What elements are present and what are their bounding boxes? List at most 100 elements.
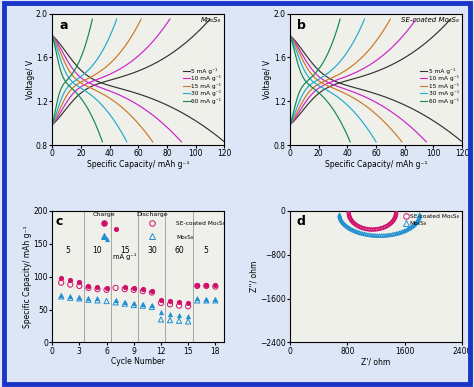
Point xyxy=(94,297,101,303)
Point xyxy=(211,282,219,288)
Point xyxy=(121,286,128,292)
Point xyxy=(184,313,192,319)
Point xyxy=(387,231,395,238)
Point xyxy=(415,215,423,221)
Point xyxy=(394,230,402,236)
Point xyxy=(175,318,183,324)
Point xyxy=(406,225,414,231)
Point xyxy=(370,226,378,233)
Point xyxy=(351,221,358,227)
Point xyxy=(376,233,383,239)
Point xyxy=(202,281,210,288)
Point xyxy=(386,221,394,227)
Point xyxy=(85,296,92,303)
Text: 15: 15 xyxy=(120,246,129,255)
Text: a: a xyxy=(59,19,67,32)
Legend: 5 mA g⁻¹, 10 mA g⁻¹, 15 mA g⁻¹, 30 mA g⁻¹, 60 mA g⁻¹: 5 mA g⁻¹, 10 mA g⁻¹, 15 mA g⁻¹, 30 mA g⁻… xyxy=(180,66,224,106)
Point xyxy=(344,224,352,230)
Point xyxy=(103,235,110,241)
Point xyxy=(353,228,360,235)
Point xyxy=(85,295,92,301)
Text: Mo₆S₈: Mo₆S₈ xyxy=(176,235,193,240)
Point xyxy=(412,220,420,226)
Point xyxy=(57,275,65,281)
Point xyxy=(184,319,192,325)
Point xyxy=(389,231,397,238)
Point xyxy=(57,279,65,286)
Point xyxy=(184,300,192,306)
Point xyxy=(166,310,174,317)
Point xyxy=(348,226,356,233)
Y-axis label: Voltage/ V: Voltage/ V xyxy=(264,60,273,99)
Point xyxy=(139,303,146,309)
Point xyxy=(357,230,365,236)
Point xyxy=(391,214,399,221)
Point xyxy=(103,285,110,291)
Point xyxy=(157,309,165,315)
Point xyxy=(139,286,146,292)
Point xyxy=(148,304,155,310)
Point xyxy=(112,226,119,233)
Point xyxy=(382,232,389,238)
Point xyxy=(121,299,128,305)
Point xyxy=(148,289,155,296)
Point xyxy=(337,215,344,221)
Point xyxy=(157,317,165,323)
Point xyxy=(384,223,392,229)
Point xyxy=(363,231,370,238)
Point xyxy=(75,279,83,285)
Point xyxy=(121,301,128,307)
Point xyxy=(112,297,119,303)
Point xyxy=(381,224,389,230)
Point xyxy=(346,213,353,219)
Point xyxy=(166,298,174,304)
Point xyxy=(340,221,348,227)
Point xyxy=(392,213,399,219)
Point xyxy=(383,223,390,229)
Point xyxy=(166,301,174,307)
Point xyxy=(336,212,343,218)
Point xyxy=(130,287,137,293)
Point xyxy=(66,277,74,283)
Point xyxy=(352,222,360,228)
X-axis label: Specific Capacity/ mAh g⁻¹: Specific Capacity/ mAh g⁻¹ xyxy=(325,160,427,169)
Point xyxy=(380,224,387,231)
Point xyxy=(390,217,398,223)
Text: Charge: Charge xyxy=(92,212,115,217)
Point xyxy=(411,221,419,227)
Point xyxy=(356,229,364,236)
Point xyxy=(416,212,424,218)
Point xyxy=(348,218,356,224)
Point xyxy=(385,232,393,238)
Point xyxy=(175,299,183,305)
Point xyxy=(66,293,74,300)
Point xyxy=(341,221,348,228)
Point xyxy=(346,216,354,222)
Point xyxy=(366,232,374,238)
Point xyxy=(350,220,357,226)
Point xyxy=(365,226,373,233)
Point xyxy=(345,212,353,218)
Point xyxy=(85,283,92,289)
Legend: 5 mA g⁻¹, 10 mA g⁻¹, 15 mA g⁻¹, 30 mA g⁻¹, 60 mA g⁻¹: 5 mA g⁻¹, 10 mA g⁻¹, 15 mA g⁻¹, 30 mA g⁻… xyxy=(418,66,462,106)
Point xyxy=(403,226,411,233)
Text: c: c xyxy=(55,215,63,228)
Point xyxy=(392,212,400,218)
Point xyxy=(193,283,201,289)
Point xyxy=(377,225,384,231)
Point xyxy=(410,221,418,228)
Point xyxy=(338,219,346,225)
Point xyxy=(75,283,83,289)
Point xyxy=(415,216,422,222)
Point xyxy=(57,292,65,298)
Point xyxy=(396,229,403,236)
X-axis label: Specific Capacity/ mAh g⁻¹: Specific Capacity/ mAh g⁻¹ xyxy=(87,160,190,169)
Point xyxy=(202,283,210,289)
Point xyxy=(392,231,400,237)
Point xyxy=(211,297,219,303)
Text: 60: 60 xyxy=(174,246,184,255)
Point xyxy=(359,225,366,231)
Point xyxy=(148,288,155,294)
Text: b: b xyxy=(297,19,306,32)
Point xyxy=(349,227,357,233)
